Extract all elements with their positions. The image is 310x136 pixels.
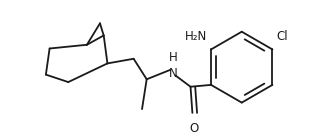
Text: H: H: [168, 51, 177, 64]
Text: O: O: [190, 122, 199, 135]
Text: N: N: [168, 67, 177, 80]
Text: Cl: Cl: [276, 30, 288, 43]
Text: H₂N: H₂N: [185, 30, 207, 43]
